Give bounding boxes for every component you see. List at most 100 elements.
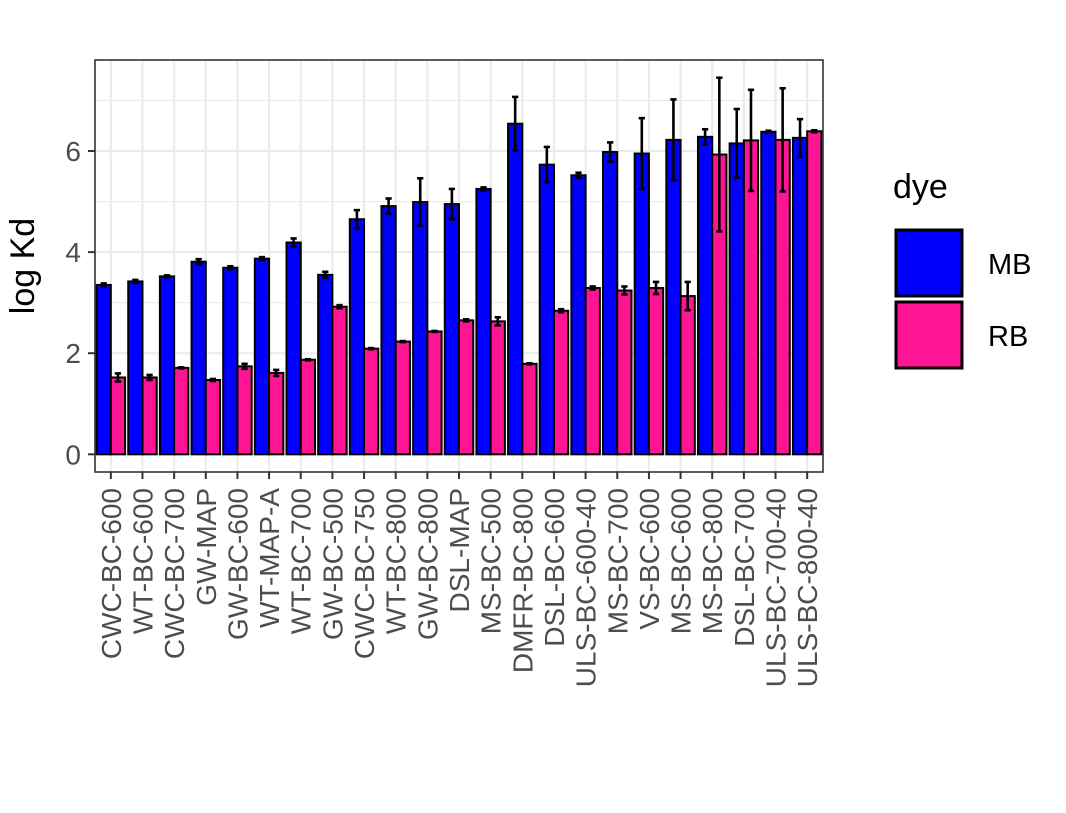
error-bar-MB bbox=[607, 141, 614, 163]
error-bars-layer bbox=[100, 76, 818, 383]
error-bar-RB bbox=[431, 329, 438, 334]
y-tick-label: 2 bbox=[65, 338, 81, 369]
bar-MB bbox=[412, 201, 429, 456]
legend-title: dye bbox=[893, 168, 948, 206]
error-bar-RB bbox=[716, 76, 723, 233]
x-tick-label: GW-BC-500 bbox=[317, 488, 348, 640]
error-bar-MB bbox=[543, 145, 550, 184]
error-bar-MB bbox=[353, 208, 361, 230]
bar-RB bbox=[141, 376, 158, 456]
bar-MB bbox=[602, 151, 619, 456]
x-axis: CWC-BC-600 WT-BC-600 CWC-BC-700 GW-MAP GW-BC… bbox=[96, 472, 823, 687]
y-tick-label: 0 bbox=[65, 439, 81, 470]
bar-RB bbox=[331, 305, 348, 456]
error-bar-MB bbox=[670, 98, 677, 182]
x-tick-label: CWC-BC-750 bbox=[349, 488, 380, 659]
bar-MB bbox=[443, 203, 461, 456]
error-bar-MB bbox=[385, 197, 392, 215]
error-bar-RB bbox=[557, 307, 565, 314]
legend-key-RB bbox=[894, 300, 964, 370]
x-tick-label: GW-MAP bbox=[191, 488, 222, 606]
error-bar-MB bbox=[132, 278, 139, 285]
bar-MB bbox=[317, 273, 334, 456]
error-bar-RB bbox=[114, 372, 122, 383]
error-bar-MB bbox=[701, 127, 709, 146]
bar-MB bbox=[127, 280, 144, 456]
error-bar-MB bbox=[290, 237, 297, 248]
error-bar-MB bbox=[765, 129, 772, 135]
bar-MB bbox=[158, 275, 176, 456]
x-tick-label: WT-BC-800 bbox=[381, 488, 412, 634]
bar-RB bbox=[679, 295, 696, 456]
error-bar-MB bbox=[227, 264, 234, 271]
bar-RB bbox=[299, 358, 316, 456]
bar-MB bbox=[696, 135, 714, 456]
error-bar-RB bbox=[368, 346, 375, 351]
error-bar-MB bbox=[322, 270, 329, 280]
error-bar-MB bbox=[163, 274, 171, 279]
bar-RB bbox=[173, 366, 190, 456]
bar-RB bbox=[489, 320, 506, 456]
error-bar-RB bbox=[779, 87, 786, 193]
x-tick-label: VS-BC-600 bbox=[634, 488, 665, 630]
bar-MB bbox=[570, 174, 587, 456]
error-bar-RB bbox=[589, 285, 596, 291]
x-tick-label: WT-BC-600 bbox=[127, 488, 158, 634]
bar-RB bbox=[552, 309, 570, 456]
error-bar-RB bbox=[273, 368, 280, 378]
x-tick-label: MS-BC-800 bbox=[697, 488, 728, 634]
x-tick-label: WT-BC-700 bbox=[286, 488, 317, 634]
error-bar-MB bbox=[100, 282, 107, 288]
bar-MB bbox=[348, 218, 366, 456]
y-tick-label: 4 bbox=[65, 237, 81, 268]
bar-RB bbox=[394, 340, 411, 456]
x-tick-label: ULS-BC-600-40 bbox=[571, 488, 602, 687]
error-bar-RB bbox=[684, 280, 691, 312]
error-bar-RB bbox=[241, 362, 248, 371]
error-bar-RB bbox=[747, 88, 755, 193]
bar-MB bbox=[285, 241, 302, 456]
bar-MB bbox=[760, 130, 777, 456]
x-tick-label: DSL-MAP bbox=[444, 488, 475, 612]
bar-RB bbox=[109, 376, 127, 456]
x-tick-label: DMFR-BC-800 bbox=[507, 488, 538, 673]
bar-MB bbox=[665, 138, 682, 456]
bar-MB bbox=[222, 266, 239, 456]
legend-key-MB bbox=[894, 228, 964, 298]
x-tick-label: ULS-BC-800-40 bbox=[792, 488, 823, 687]
y-axis: 0 2 4 6 bbox=[65, 136, 95, 470]
x-tick-label: GW-BC-600 bbox=[222, 488, 253, 640]
bar-MB bbox=[791, 136, 809, 456]
x-tick-label: MS-BC-500 bbox=[476, 488, 507, 634]
error-bar-RB bbox=[526, 362, 533, 366]
error-bar-RB bbox=[462, 318, 470, 323]
error-bar-RB bbox=[811, 128, 818, 134]
error-bar-RB bbox=[304, 357, 311, 362]
x-tick-label: WT-MAP-A bbox=[254, 488, 285, 628]
x-tick-label: GW-BC-800 bbox=[412, 488, 443, 640]
error-bar-RB bbox=[494, 316, 501, 327]
bar-MB bbox=[190, 260, 207, 456]
error-bar-MB bbox=[512, 95, 519, 152]
bar-MB bbox=[728, 142, 745, 456]
legend-label-RB: RB bbox=[988, 321, 1028, 353]
bar-RB bbox=[616, 289, 633, 456]
legend-label-MB: MB bbox=[988, 249, 1032, 281]
legend: dye MB RB bbox=[893, 168, 1032, 370]
error-bar-MB bbox=[638, 116, 645, 191]
error-bar-RB bbox=[336, 303, 343, 310]
bar-MB bbox=[538, 163, 555, 456]
bar-MB bbox=[380, 205, 397, 456]
x-tick-label: DSL-BC-600 bbox=[539, 488, 570, 647]
y-axis-title: log Kd bbox=[4, 218, 42, 314]
bar-MB bbox=[475, 187, 492, 456]
bar-RB bbox=[426, 330, 443, 456]
x-tick-label: CWC-BC-700 bbox=[159, 488, 190, 659]
error-bar-MB bbox=[448, 187, 456, 221]
x-tick-label: MS-BC-600 bbox=[666, 488, 697, 634]
bar-RB bbox=[647, 286, 665, 456]
error-bar-MB bbox=[480, 186, 487, 192]
error-bar-MB bbox=[575, 171, 582, 180]
bar-RB bbox=[363, 347, 380, 456]
